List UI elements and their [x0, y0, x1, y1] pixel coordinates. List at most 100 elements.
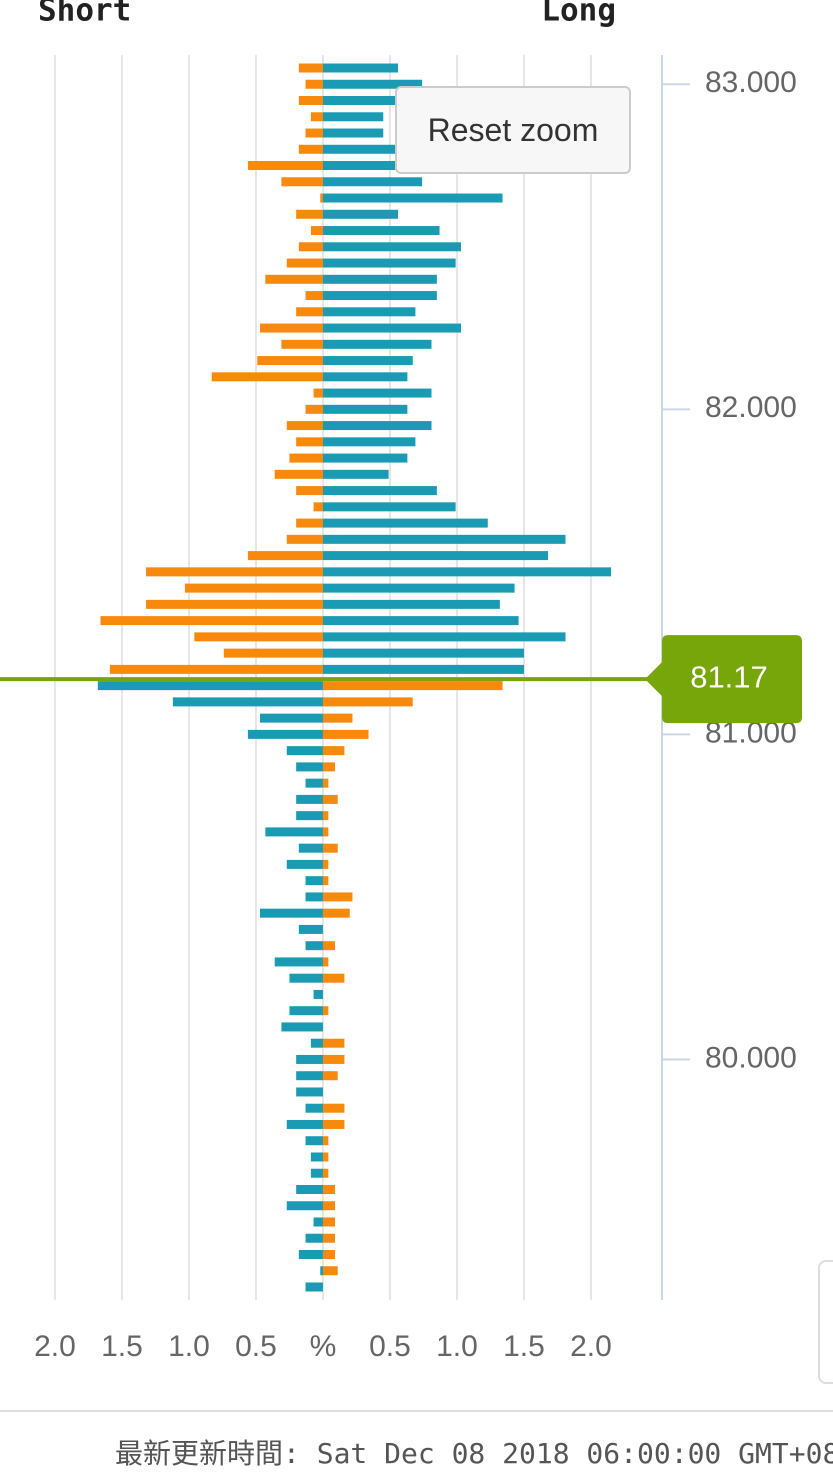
bar — [322, 616, 519, 626]
bar — [259, 713, 323, 723]
bar — [296, 1184, 323, 1194]
bar — [146, 599, 323, 609]
bar — [322, 404, 408, 414]
bar — [286, 1119, 323, 1129]
bar — [298, 1249, 323, 1259]
bar — [322, 356, 413, 366]
bar — [322, 648, 524, 658]
bar — [322, 1119, 345, 1129]
short-header: Short — [38, 0, 131, 29]
bar — [296, 794, 323, 804]
x-tick-label: 2.0 — [34, 1330, 76, 1363]
bar — [322, 79, 423, 89]
bar — [322, 794, 338, 804]
bar — [281, 177, 323, 187]
bar — [305, 941, 323, 951]
x-tick-label: 1.0 — [168, 1330, 210, 1363]
bar — [289, 973, 323, 983]
bar — [296, 209, 323, 219]
bar — [97, 681, 323, 691]
bar — [296, 437, 323, 447]
bar — [322, 1168, 329, 1178]
bar — [296, 518, 323, 528]
x-tick-label: % — [310, 1330, 337, 1363]
current-price-flag — [645, 635, 802, 724]
bar — [322, 258, 456, 268]
bar — [322, 502, 456, 512]
bar — [310, 1168, 323, 1178]
bar — [322, 551, 549, 561]
bar — [310, 1038, 323, 1048]
bar — [274, 469, 323, 479]
bar — [310, 112, 323, 122]
bar — [322, 746, 345, 756]
bar — [322, 941, 336, 951]
bar — [322, 892, 353, 902]
bar — [322, 713, 353, 723]
bar — [259, 323, 323, 333]
bar — [322, 96, 396, 106]
bar — [305, 1103, 323, 1113]
bar — [322, 128, 384, 138]
bar — [286, 258, 323, 268]
bar — [322, 1071, 338, 1081]
bar — [296, 811, 323, 821]
bar — [298, 63, 323, 73]
y-tick-label: 82.000 — [705, 391, 797, 424]
bar — [313, 388, 323, 398]
bar — [305, 79, 323, 89]
bar — [286, 746, 323, 756]
bar — [322, 161, 396, 171]
bar — [265, 274, 323, 284]
bar — [313, 502, 323, 512]
bar — [313, 1217, 323, 1227]
bar — [289, 453, 323, 463]
bar — [298, 242, 323, 252]
bar — [322, 421, 432, 431]
bar — [305, 404, 323, 414]
bar — [286, 1201, 323, 1211]
bar — [322, 307, 416, 317]
x-tick-label: 1.5 — [101, 1330, 143, 1363]
bar — [322, 112, 384, 122]
bar — [274, 957, 323, 967]
bar — [305, 128, 323, 138]
bar — [322, 567, 612, 577]
bar — [286, 421, 323, 431]
bar — [305, 291, 323, 301]
bar — [322, 908, 350, 918]
bar — [289, 1006, 323, 1016]
bar — [322, 778, 329, 788]
bar — [322, 843, 338, 853]
bar — [146, 567, 323, 577]
bar — [322, 599, 500, 609]
bar — [310, 1152, 323, 1162]
reset-zoom-button[interactable]: Reset zoom — [395, 86, 631, 174]
bar — [100, 616, 323, 626]
bar — [322, 1006, 329, 1016]
bar — [305, 892, 323, 902]
bar — [322, 274, 437, 284]
bar — [322, 1249, 336, 1259]
bar — [322, 339, 432, 349]
bar — [322, 1184, 336, 1194]
bar — [281, 1022, 323, 1032]
bar — [109, 664, 323, 674]
bar — [320, 193, 323, 203]
bar — [322, 859, 329, 869]
bar — [322, 1038, 345, 1048]
bar — [322, 1054, 345, 1064]
bar — [322, 453, 408, 463]
bar — [305, 1233, 323, 1243]
bar — [322, 518, 488, 528]
bar — [298, 924, 323, 934]
bar — [265, 827, 323, 837]
current-price-label: 81.17 — [690, 659, 768, 694]
bar — [322, 209, 399, 219]
bar — [184, 583, 323, 593]
bar — [305, 778, 323, 788]
bar — [296, 307, 323, 317]
bar — [286, 859, 323, 869]
bar — [313, 989, 323, 999]
bar — [296, 1054, 323, 1064]
